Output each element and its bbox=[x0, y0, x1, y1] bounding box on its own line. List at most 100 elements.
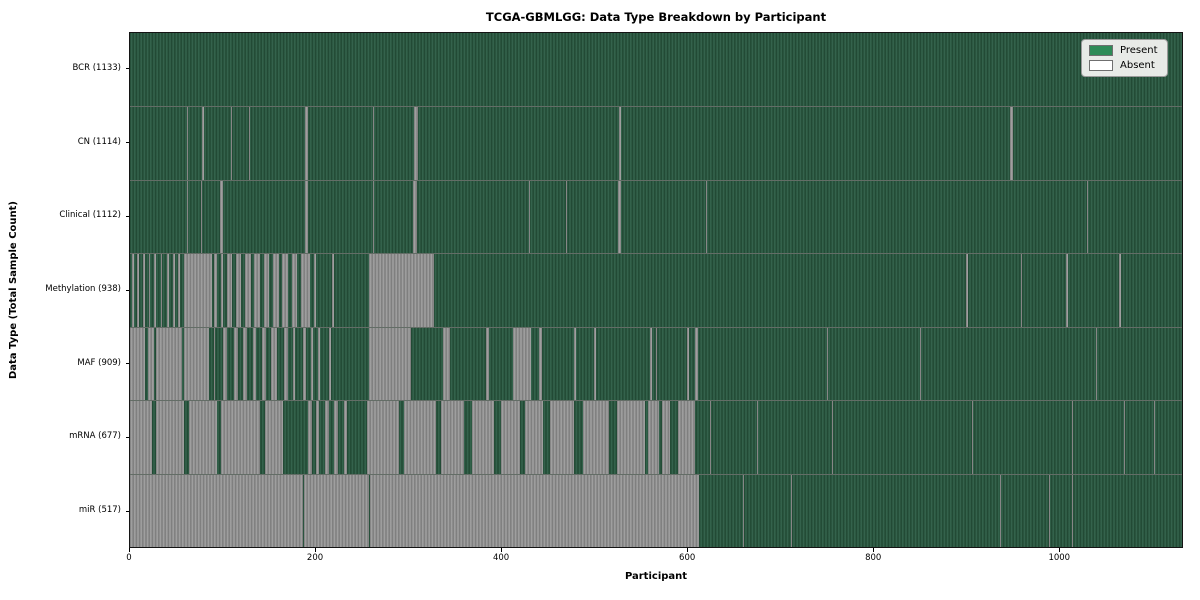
ytick-label-clinical: Clinical (1112) bbox=[59, 210, 121, 221]
absent-segment bbox=[282, 254, 288, 327]
absent-segment bbox=[308, 401, 312, 474]
absent-segment bbox=[304, 180, 309, 254]
xtick-label-400: 400 bbox=[492, 553, 510, 563]
absent-segment bbox=[172, 254, 175, 327]
absent-segment bbox=[154, 254, 156, 327]
absent-segment bbox=[291, 254, 298, 327]
absent-segment bbox=[303, 474, 369, 547]
absent-segment bbox=[1000, 474, 1001, 547]
absent-segment bbox=[222, 327, 227, 401]
ytick-label-bcr: BCR (1133) bbox=[72, 62, 122, 73]
absent-segment bbox=[213, 327, 216, 401]
absent-segment bbox=[243, 327, 247, 401]
absent-segment bbox=[220, 180, 223, 254]
absent-segment bbox=[130, 474, 303, 547]
ytick-label-maf: MAF (909) bbox=[77, 357, 121, 368]
ytick-label-methylation: Methylation (938) bbox=[45, 284, 121, 294]
absent-segment bbox=[573, 327, 576, 401]
xtick-mark bbox=[315, 548, 317, 552]
absent-segment bbox=[694, 327, 699, 401]
legend-entry-absent: Absent bbox=[1089, 60, 1158, 71]
absent-segment bbox=[304, 107, 309, 180]
absent-segment bbox=[965, 254, 968, 327]
heatmap-row-bcr bbox=[130, 33, 1182, 107]
absent-segment bbox=[442, 327, 451, 401]
absent-segment bbox=[1154, 401, 1156, 474]
xtick-label-800: 800 bbox=[865, 553, 882, 563]
absent-segment bbox=[1095, 327, 1097, 401]
ytick-mark bbox=[125, 510, 129, 512]
absent-segment bbox=[311, 327, 313, 401]
absent-segment bbox=[618, 180, 622, 254]
xtick-mark bbox=[687, 548, 689, 552]
absent-segment bbox=[160, 254, 163, 327]
absent-segment bbox=[566, 180, 568, 254]
legend-entry-present: Present bbox=[1089, 45, 1158, 56]
chart-title: TCGA-GBMLGG: Data Type Breakdown by Part… bbox=[485, 10, 827, 24]
absent-segment bbox=[403, 401, 437, 474]
absent-segment bbox=[512, 327, 532, 401]
absent-segment bbox=[214, 254, 218, 327]
absent-segment bbox=[619, 107, 622, 180]
absent-segment bbox=[368, 327, 412, 401]
absent-segment bbox=[583, 401, 610, 474]
xtick-label-0: 0 bbox=[126, 553, 132, 563]
xtick-mark bbox=[129, 548, 131, 552]
legend-swatch-absent-icon bbox=[1089, 60, 1113, 71]
absent-segment bbox=[324, 401, 329, 474]
absent-segment bbox=[529, 180, 531, 254]
absent-segment bbox=[318, 327, 321, 401]
absent-segment bbox=[1019, 401, 1021, 474]
absent-segment bbox=[264, 401, 284, 474]
legend-label-present: Present bbox=[1120, 45, 1158, 56]
absent-segment bbox=[334, 401, 338, 474]
ytick-label-cn: CN (1114) bbox=[77, 136, 121, 147]
absent-segment bbox=[261, 327, 266, 401]
ytick-mark bbox=[125, 436, 129, 439]
absent-segment bbox=[413, 180, 417, 254]
absent-segment bbox=[293, 327, 296, 401]
ytick-mark bbox=[125, 68, 129, 70]
absent-segment bbox=[271, 327, 277, 401]
absent-segment bbox=[742, 474, 744, 547]
xtick-label-200: 200 bbox=[306, 553, 324, 563]
absent-segment bbox=[1021, 254, 1023, 327]
absent-segment bbox=[245, 254, 251, 327]
absent-segment bbox=[231, 107, 233, 180]
absent-segment bbox=[549, 401, 574, 474]
absent-segment bbox=[183, 327, 209, 401]
absent-segment bbox=[441, 401, 465, 474]
absent-segment bbox=[827, 327, 829, 401]
absent-segment bbox=[1065, 254, 1068, 327]
absent-segment bbox=[343, 401, 348, 474]
absent-segment bbox=[220, 254, 223, 327]
present-band-clinical bbox=[130, 180, 1182, 254]
legend: Present Absent bbox=[1081, 39, 1168, 77]
absent-segment bbox=[233, 327, 238, 401]
absent-segment bbox=[201, 180, 203, 254]
absent-segment bbox=[677, 401, 695, 474]
absent-segment bbox=[272, 254, 279, 327]
absent-segment bbox=[302, 327, 307, 401]
absent-segment bbox=[220, 401, 260, 474]
absent-segment bbox=[155, 401, 184, 474]
ytick-mark bbox=[125, 215, 129, 217]
absent-segment bbox=[189, 401, 218, 474]
absent-segment bbox=[1071, 401, 1074, 474]
absent-segment bbox=[142, 254, 145, 327]
absent-segment bbox=[178, 254, 181, 327]
x-axis-label: Participant bbox=[624, 571, 688, 582]
ytick-mark bbox=[125, 289, 129, 291]
heatmap-row-mir bbox=[130, 473, 1182, 547]
heatmap-row-maf bbox=[130, 326, 1182, 401]
heatmap-row-methylation bbox=[130, 253, 1182, 327]
absent-segment bbox=[1071, 474, 1074, 547]
absent-segment bbox=[920, 327, 922, 401]
absent-segment bbox=[1010, 107, 1013, 180]
absent-segment bbox=[328, 327, 331, 401]
ytick-mark bbox=[125, 142, 129, 144]
absent-segment bbox=[183, 254, 212, 327]
absent-segment bbox=[485, 327, 490, 401]
heatmap-row-mrna bbox=[130, 400, 1182, 474]
